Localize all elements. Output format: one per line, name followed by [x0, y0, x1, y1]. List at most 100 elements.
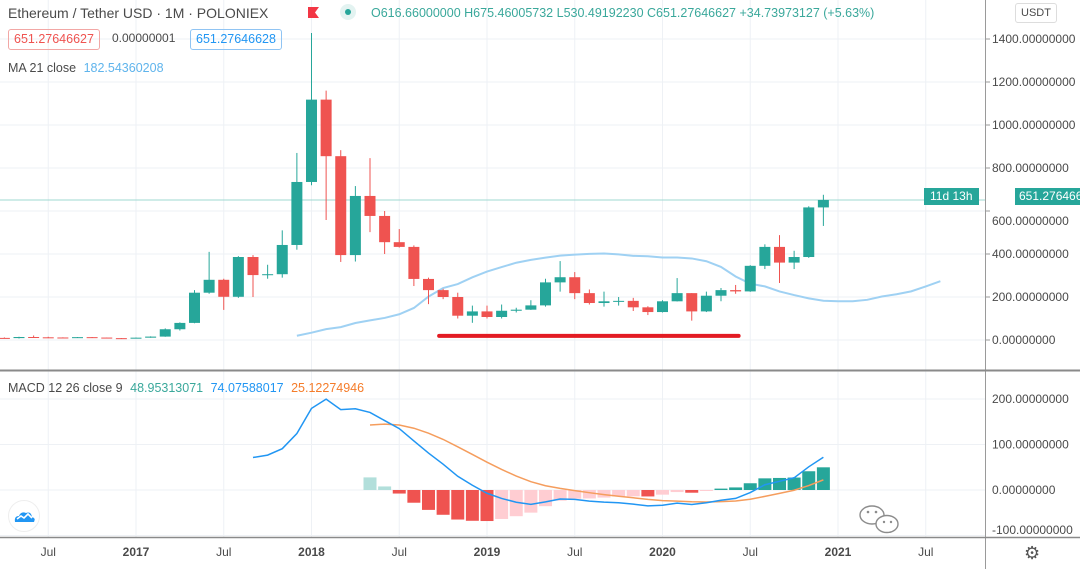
sell-button[interactable]: 651.27646627	[8, 29, 100, 50]
candle[interactable]	[437, 288, 449, 300]
candle[interactable]	[57, 337, 69, 339]
candle[interactable]	[803, 206, 815, 258]
macd-histogram-bar	[524, 490, 538, 513]
price-axis-label: 800.00000000	[992, 161, 1069, 175]
candle[interactable]	[218, 278, 230, 310]
high-value: H675.46005732	[464, 6, 554, 20]
settings-gear-icon[interactable]: ⚙	[1024, 543, 1041, 563]
candle[interactable]	[42, 336, 54, 339]
candle[interactable]	[393, 229, 405, 248]
candle[interactable]	[759, 244, 771, 270]
buy-button[interactable]: 651.27646628	[190, 29, 282, 50]
macd-histogram-bar	[612, 490, 626, 497]
candle[interactable]	[28, 335, 40, 339]
macd-histogram-bar	[422, 490, 435, 510]
candle[interactable]	[788, 250, 800, 270]
macd-axis-label: 200.00000000	[992, 392, 1069, 406]
candle[interactable]	[379, 211, 391, 254]
candle[interactable]	[232, 256, 244, 298]
candle-body	[247, 257, 259, 276]
candle[interactable]	[642, 306, 654, 316]
candle-body	[481, 311, 493, 317]
candle[interactable]	[86, 336, 98, 339]
candle[interactable]	[700, 291, 712, 313]
candle-body	[320, 99, 332, 157]
candle[interactable]	[817, 194, 829, 226]
candle[interactable]	[598, 291, 610, 307]
candle[interactable]	[774, 235, 785, 284]
tradingview-logo[interactable]	[8, 500, 40, 532]
candle[interactable]	[101, 337, 113, 339]
candle[interactable]	[583, 289, 595, 305]
candle[interactable]	[276, 230, 288, 278]
candle-body	[642, 307, 654, 313]
candle[interactable]	[671, 278, 683, 302]
candle-body	[86, 337, 98, 339]
candle[interactable]	[744, 265, 756, 292]
candle[interactable]	[525, 300, 537, 310]
candle-body	[510, 309, 522, 311]
candle[interactable]	[130, 337, 142, 339]
price-axis-label: 200.00000000	[992, 290, 1069, 304]
candle[interactable]	[262, 264, 274, 279]
candle[interactable]	[715, 287, 727, 302]
macd-histogram-bar	[685, 490, 699, 493]
macd-pane[interactable]	[252, 398, 830, 522]
candle-body	[715, 290, 727, 296]
candle[interactable]	[13, 336, 25, 339]
candle[interactable]	[159, 328, 171, 337]
candle[interactable]	[145, 336, 157, 338]
candle-body	[306, 99, 317, 182]
candle[interactable]	[306, 32, 317, 186]
candle-body	[349, 195, 361, 256]
candle[interactable]	[115, 338, 127, 340]
symbol-title[interactable]: Ethereum / Tether USD · 1M · POLONIEX	[8, 5, 269, 21]
price-axis-label: 1000.00000000	[992, 118, 1076, 132]
candle[interactable]	[320, 90, 332, 221]
candle[interactable]	[0, 337, 10, 339]
candle[interactable]	[452, 292, 464, 319]
candle-body	[598, 301, 610, 304]
candle-body	[115, 338, 127, 340]
candle[interactable]	[174, 322, 186, 331]
candle[interactable]	[466, 305, 478, 323]
candle[interactable]	[686, 293, 698, 321]
candle[interactable]	[364, 158, 376, 233]
candle[interactable]	[72, 336, 83, 339]
candle-body	[423, 278, 434, 291]
macd-legend[interactable]: MACD 12 26 close 9 48.95313071 74.075880…	[8, 381, 364, 395]
candle[interactable]	[189, 290, 200, 324]
candle[interactable]	[408, 245, 420, 287]
candle-body	[730, 290, 742, 292]
candle[interactable]	[657, 300, 668, 313]
ma-21-line	[296, 252, 941, 337]
candle[interactable]	[510, 307, 522, 313]
candle-body	[393, 242, 405, 247]
candle-body	[554, 277, 566, 283]
candle[interactable]	[569, 272, 581, 300]
macd-histogram-bar	[743, 483, 757, 490]
candle[interactable]	[481, 305, 493, 319]
candle[interactable]	[247, 255, 259, 297]
candle[interactable]	[627, 297, 639, 311]
candle[interactable]	[540, 278, 551, 307]
macd-histogram-bar	[656, 490, 669, 495]
candle[interactable]	[291, 152, 303, 250]
candle[interactable]	[613, 297, 625, 306]
flag-icon[interactable]	[307, 6, 320, 19]
candle[interactable]	[349, 186, 361, 262]
candle[interactable]	[335, 150, 347, 262]
candle[interactable]	[496, 304, 508, 319]
candle[interactable]	[203, 251, 215, 294]
candle-body	[759, 246, 771, 266]
candle[interactable]	[730, 284, 742, 294]
candle[interactable]	[554, 261, 566, 292]
candle-body	[774, 246, 785, 263]
ma-legend[interactable]: MA 21 close 182.54360208	[8, 61, 164, 75]
currency-button[interactable]: USDT	[1015, 3, 1057, 23]
candle[interactable]	[423, 277, 434, 305]
open-value: O616.66000000	[371, 6, 461, 20]
price-pane[interactable]	[0, 32, 985, 340]
